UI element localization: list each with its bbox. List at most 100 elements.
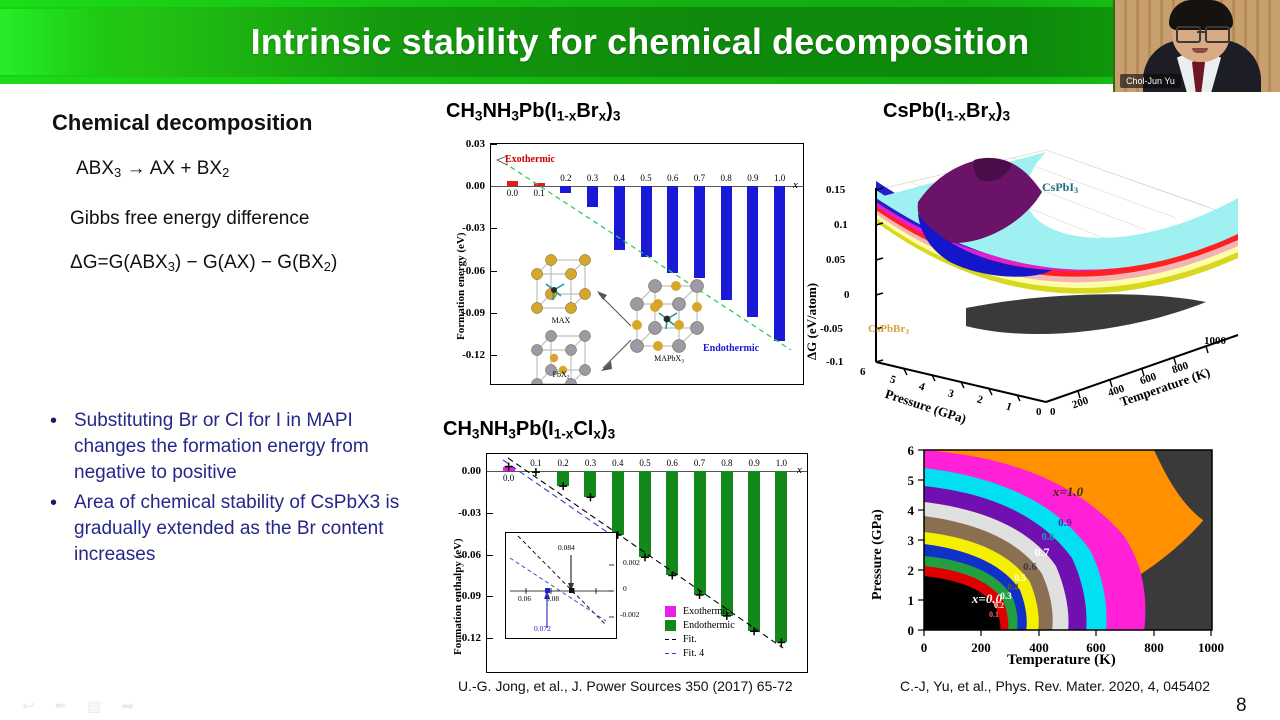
webcam-person-tie — [1192, 56, 1205, 92]
legend-dash-fit — [665, 638, 676, 640]
ztick-neg0.1: -0.1 — [826, 356, 844, 368]
inset-xtick-1: 0.06 — [518, 594, 532, 603]
ztick-neg0.05: -0.05 — [820, 323, 843, 335]
y-tick-label: -0.09 — [462, 306, 485, 319]
bar — [529, 470, 542, 473]
x-tick-label: 0.5 — [639, 457, 651, 468]
svg-text:x=1.0: x=1.0 — [1052, 484, 1084, 499]
figure-title-mapbr: CH3NH3Pb(I1-xBrx)3 — [446, 100, 621, 124]
x-tick-label: 0.9 — [748, 457, 760, 468]
svg-text:0: 0 — [908, 623, 915, 638]
webcam-thumbnail[interactable]: Chol-Jun Yu — [1113, 0, 1280, 92]
figure-title-mapcl: CH3NH3Pb(I1-xClx)3 — [443, 418, 616, 442]
next-slide-icon[interactable]: ➡ — [121, 698, 134, 715]
svg-text:0.7: 0.7 — [1035, 545, 1050, 559]
surface-annotation-cspbbr3: CsPbBr3 — [868, 323, 910, 336]
pen-icon[interactable]: ✒ — [54, 698, 68, 715]
svg-text:x=0.0: x=0.0 — [971, 591, 1003, 606]
slides-icon[interactable]: ▤ — [87, 698, 102, 715]
bar — [693, 186, 705, 278]
axis-label-x-contour: Temperature (K) — [1007, 652, 1116, 668]
bar — [613, 186, 625, 250]
figure-title-cspbbr: CsPb(I1-xBrx)3 — [883, 100, 1011, 124]
x-tick-label: 1.0 — [775, 457, 787, 468]
legend-swatch-exothermic — [665, 605, 676, 617]
y-tick-mark — [487, 554, 493, 556]
webcam-person-mouth — [1192, 48, 1208, 53]
bar — [587, 186, 599, 208]
ztick-0.15: 0.15 — [826, 184, 846, 196]
chart-formation-energy-br: 0.03 0.00 -0.03 -0.06 -0.09 -0.12 x 0.0 0.1 0.2 0.… — [462, 138, 804, 385]
title-band-highlight — [0, 9, 100, 75]
svg-text:0.5: 0.5 — [1014, 573, 1026, 583]
ztick-0: 0 — [844, 289, 850, 301]
legend-item: Endothermic — [665, 618, 735, 632]
bar — [748, 470, 761, 632]
inset-ytick-3: -0.002 — [620, 610, 640, 619]
bullet-marker-icon: • — [50, 410, 58, 432]
x-tick-label: 0.0 — [506, 188, 518, 199]
svg-text:1: 1 — [908, 593, 915, 608]
axis-label-z-3d: ΔG (eV/atom) — [804, 282, 819, 360]
x-tick-label: 0.7 — [693, 457, 706, 468]
svg-text:3: 3 — [908, 533, 915, 548]
xtick-t1000: 1000 — [1204, 335, 1226, 347]
chart-contour-cspb: 0 200 400 600 800 1000 0 1 2 3 4 5 6 x=1… — [870, 440, 1262, 675]
x-tick-label: 0.3 — [584, 457, 597, 468]
legend-item: Fit. 4 — [665, 646, 735, 660]
x-tick-label: 0.1 — [530, 457, 542, 468]
x-tick-label: 0.4 — [612, 457, 624, 468]
webcam-glasses-left-icon — [1176, 26, 1201, 43]
y-tick-label: -0.06 — [458, 548, 481, 561]
y-tick-mark — [487, 596, 493, 598]
bar — [639, 470, 651, 558]
x-tick-label: 0.1 — [533, 188, 545, 199]
bar — [506, 180, 518, 187]
annotation-exothermic: Exothermic — [505, 154, 555, 165]
bar — [747, 186, 759, 318]
list-item: • Area of chemical stability of CsPbX3 i… — [50, 490, 420, 568]
x-tick-label: 0.0 — [503, 472, 515, 483]
svg-text:0: 0 — [921, 640, 928, 655]
crystal-caption-pbx2: PbX2 — [552, 370, 570, 381]
x-tick-label: 0.6 — [666, 457, 678, 468]
bar — [584, 470, 597, 498]
bar — [560, 186, 572, 194]
axis-label-y-contour: Pressure (GPa) — [870, 509, 885, 600]
bar — [611, 470, 624, 535]
citation-right: C.-J, Yu, et al., Phys. Rev. Mater. 2020… — [900, 678, 1210, 694]
svg-text:0.9: 0.9 — [1058, 517, 1072, 529]
inset-xtick-2: 0.08 — [546, 594, 560, 603]
svg-text:800: 800 — [1144, 640, 1164, 655]
y-tick-mark — [487, 512, 493, 514]
chart-3d-surface-cspb: 0.15 0.1 0.05 0 -0.05 -0.1 ΔG (eV/atom) … — [804, 130, 1266, 426]
x-tick-label: 0.9 — [747, 173, 759, 184]
y-tick-label: -0.03 — [462, 222, 485, 235]
bar — [666, 470, 679, 576]
legend-label: Endothermic — [683, 619, 735, 631]
plot-area: 0.03 0.00 -0.03 -0.06 -0.09 -0.12 x 0.0 0.1 0.2 0.… — [462, 138, 803, 384]
y-tick-mark — [491, 355, 497, 357]
svg-text:0.8: 0.8 — [1042, 532, 1055, 543]
webcam-person-hair — [1169, 0, 1233, 30]
bar — [720, 470, 733, 616]
y-tick-label: -0.12 — [462, 349, 485, 362]
inset-ytick-1: 0.002 — [623, 558, 640, 567]
legend-label: Exothermic — [683, 605, 730, 617]
presenter-toolbar[interactable]: ↩ ✒ ▤ ➡ — [22, 697, 134, 715]
x-tick-label: 0.2 — [557, 457, 569, 468]
webcam-glasses-bridge-icon — [1197, 31, 1205, 33]
legend-item: Fit. — [665, 632, 735, 646]
legend-dash-fit4 — [665, 652, 676, 654]
legend-label: Fit. 4 — [683, 647, 705, 659]
title-band — [0, 0, 1280, 84]
y-tick-label: 0.03 — [465, 138, 485, 150]
y-tick-label: 0.00 — [465, 180, 485, 193]
crystal-caption-max: MAX — [551, 316, 571, 325]
svg-text:600: 600 — [1086, 640, 1106, 655]
title-band-bottom-accent — [0, 77, 1280, 84]
pointer-icon[interactable]: ↩ — [22, 698, 35, 715]
svg-text:200: 200 — [971, 640, 991, 655]
surface-annotation-cspbi3: CsPbI3 — [1042, 180, 1079, 196]
bullet-text: Substituting Br or Cl for I in MAPI chan… — [74, 410, 369, 483]
